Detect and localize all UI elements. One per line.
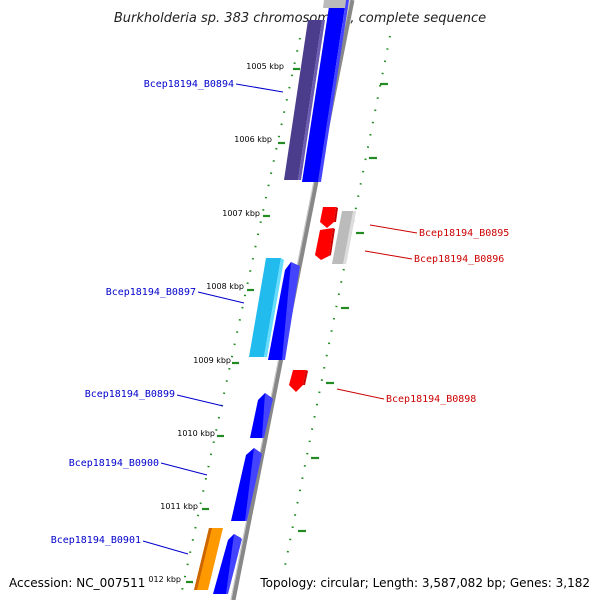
- gene-b0901-feature[interactable]: [194, 528, 242, 594]
- gene-label-b0896[interactable]: Bcep18194_B0896: [414, 254, 504, 265]
- gene-label-b0899[interactable]: Bcep18194_B0899: [85, 389, 175, 400]
- gene-label-b0897[interactable]: Bcep18194_B0897: [106, 287, 196, 298]
- kbp-tick-labels: 1005 kbp 1006 kbp 1007 kbp 1008 kbp 1009…: [148, 62, 284, 584]
- map-title: Burkholderia sp. 383 chromosome 2, compl…: [114, 11, 486, 26]
- gene-b0894-feature[interactable]: [284, 0, 349, 182]
- label-leader-lines: [142, 83, 418, 555]
- outer-tick-marks: [298, 82, 388, 533]
- kbp-tick-marks: [186, 67, 300, 584]
- tick-label-1008: 1008 kbp: [206, 282, 244, 291]
- gene-labels: Bcep18194_B0894 Bcep18194_B0895 Bcep1819…: [51, 79, 510, 546]
- tick-label-1011: 1011 kbp: [160, 502, 198, 511]
- accession-bg: [6, 572, 146, 592]
- gene-b0899-feature[interactable]: [250, 393, 273, 438]
- tick-label-1006: 1006 kbp: [234, 135, 272, 144]
- tick-label-1007: 1007 kbp: [222, 209, 260, 218]
- gene-label-b0900[interactable]: Bcep18194_B0900: [69, 458, 159, 469]
- topology-text: Topology: circular; Length: 3,587,082 bp…: [259, 576, 590, 590]
- outer-ruler-ring: [284, 35, 391, 567]
- tick-label-1009: 1009 kbp: [193, 356, 231, 365]
- tick-label-1012: 012 kbp: [148, 575, 181, 584]
- gene-label-b0898[interactable]: Bcep18194_B0898: [386, 394, 476, 405]
- gene-b0898-feature[interactable]: [289, 370, 308, 392]
- topology-bg: [258, 572, 596, 592]
- tick-label-1010: 1010 kbp: [177, 429, 215, 438]
- gene-b0900-feature[interactable]: [231, 448, 262, 521]
- gene-b0897-feature[interactable]: [249, 258, 300, 360]
- gene-b0896-feature[interactable]: [332, 211, 356, 264]
- accession-text: Accession: NC_007511: [9, 576, 145, 590]
- gene-label-b0895[interactable]: Bcep18194_B0895: [419, 228, 509, 239]
- gene-label-b0901[interactable]: Bcep18194_B0901: [51, 535, 141, 546]
- gene-label-b0894[interactable]: Bcep18194_B0894: [144, 79, 234, 90]
- gene-b0895-feature[interactable]: [315, 207, 338, 260]
- tick-label-1005: 1005 kbp: [246, 62, 284, 71]
